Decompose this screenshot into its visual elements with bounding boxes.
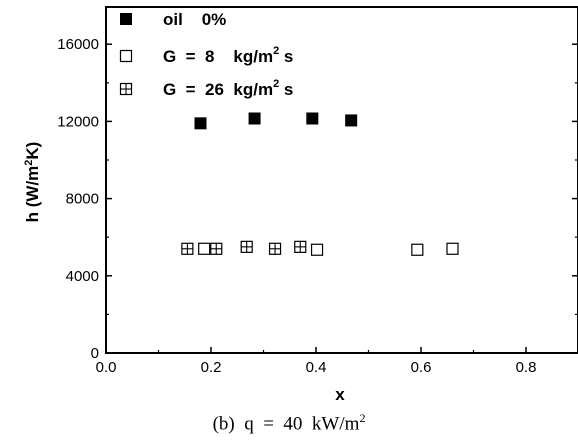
legend-label-2: G = 26 kg/m2 s [163,78,293,99]
data-point-series-2 [240,240,253,253]
x-tick-label: 0.4 [306,359,327,376]
data-point-series-0 [306,112,319,125]
figure-caption: (b) q = 40 kW/m2 [0,411,578,435]
y-tick-label: 12000 [57,113,99,130]
x-tick-label: 0.8 [516,359,537,376]
y-axis: 0 4000 8000 12000 16000 [57,36,578,362]
x-axis-title: x [335,385,345,404]
caption-text: (b) q = 40 kW/m [212,413,360,435]
y-tick-label: 8000 [66,191,99,208]
data-point-series-0 [345,114,358,127]
data-point-series-1 [446,242,459,255]
caption-sup: 2 [359,411,366,425]
data-point-series-1 [198,242,211,255]
x-tick-label: 0.2 [201,359,222,376]
y-axis-title-sup: 2 [23,160,35,166]
data-point-series-1 [310,243,324,256]
plot-frame [105,6,578,354]
legend-label-1: G = 8 kg/m2 s [163,45,293,66]
legend-label-0: oil 0% [163,10,226,29]
x-axis: 0.0 0.2 0.4 0.6 0.8 [96,347,537,376]
legend: oil 0% G = 8 kg/m2 s G = 26 kg/m2 s [119,10,293,99]
y-axis-title-part: h (W/m [23,166,42,223]
data-markers [181,112,459,256]
data-point-series-1 [411,243,424,256]
x-tick-label: 0.6 [411,359,432,376]
y-axis-title-part: K) [23,142,42,160]
legend-marker-0 [120,13,132,25]
y-tick-label: 0 [91,345,99,362]
legend-marker-1 [119,49,133,63]
y-tick-label: 16000 [57,36,99,53]
y-tick-label: 4000 [66,268,99,285]
data-point-series-2 [210,242,223,255]
x-tick-label: 0.0 [96,359,117,376]
legend-marker-2 [119,82,133,96]
data-point-series-0 [248,112,261,125]
data-point-series-2 [181,242,194,255]
y-axis-title: h (W/m2K) [23,142,42,223]
data-point-series-2 [268,242,282,255]
data-point-series-0 [194,117,207,130]
data-point-series-2 [294,240,307,253]
